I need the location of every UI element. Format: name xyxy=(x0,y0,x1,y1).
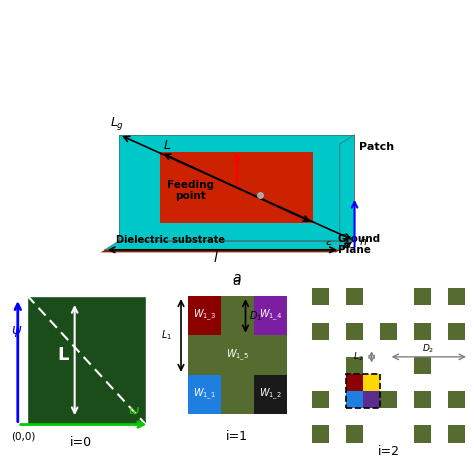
Bar xyxy=(188,296,221,336)
Polygon shape xyxy=(340,135,355,250)
Bar xyxy=(414,391,431,408)
Polygon shape xyxy=(100,250,340,252)
Text: $h$: $h$ xyxy=(359,235,367,247)
Bar xyxy=(346,374,380,408)
Bar xyxy=(380,322,397,340)
Polygon shape xyxy=(119,135,355,240)
Text: $W_{1\_4}$: $W_{1\_4}$ xyxy=(259,308,282,323)
Bar xyxy=(448,322,465,340)
Text: $W_{1\_2}$: $W_{1\_2}$ xyxy=(259,387,282,402)
Bar xyxy=(254,296,287,336)
Text: i=1: i=1 xyxy=(226,429,248,443)
Bar xyxy=(363,374,380,391)
Text: $l$: $l$ xyxy=(213,249,219,264)
Text: $W_{1\_3}$: $W_{1\_3}$ xyxy=(192,308,216,323)
Bar xyxy=(254,336,287,375)
Text: $W_{1\_1}$: $W_{1\_1}$ xyxy=(192,387,216,402)
Bar xyxy=(221,336,254,375)
Bar xyxy=(346,426,363,443)
Text: $D_1$: $D_1$ xyxy=(249,309,262,323)
Bar xyxy=(448,391,465,408)
Bar xyxy=(363,391,380,408)
Text: i=2: i=2 xyxy=(378,445,400,457)
Bar xyxy=(414,357,431,374)
Bar xyxy=(414,322,431,340)
Bar xyxy=(346,357,363,374)
Text: Ground
Plane: Ground Plane xyxy=(338,234,381,255)
Polygon shape xyxy=(105,240,355,250)
Text: $\psi$: $\psi$ xyxy=(11,324,22,339)
Text: Dielectric substrate: Dielectric substrate xyxy=(117,235,226,245)
Bar xyxy=(414,426,431,443)
Bar xyxy=(27,296,146,425)
Bar xyxy=(221,375,254,414)
Bar xyxy=(254,375,287,414)
Bar xyxy=(363,391,380,408)
Bar xyxy=(312,288,329,305)
Text: $\epsilon$: $\epsilon$ xyxy=(325,235,334,247)
Polygon shape xyxy=(336,144,340,252)
Text: i=0: i=0 xyxy=(70,437,91,449)
Polygon shape xyxy=(160,152,313,223)
Bar xyxy=(346,322,363,340)
Bar xyxy=(346,288,363,305)
Text: L: L xyxy=(57,346,68,364)
Text: $\omega$: $\omega$ xyxy=(128,404,140,417)
Text: Feeding
point: Feeding point xyxy=(167,180,214,201)
Bar xyxy=(346,391,363,408)
Bar xyxy=(221,296,254,336)
Bar xyxy=(380,391,397,408)
Bar xyxy=(346,374,363,391)
Text: $a$: $a$ xyxy=(232,271,242,285)
Text: Patch: Patch xyxy=(359,142,394,152)
Text: $L_g$: $L_g$ xyxy=(110,115,125,132)
Bar xyxy=(312,322,329,340)
Bar xyxy=(188,375,221,414)
Text: $L_1$: $L_1$ xyxy=(161,328,172,342)
Bar xyxy=(414,288,431,305)
Text: (0,0): (0,0) xyxy=(11,432,35,442)
Text: $L_2$: $L_2$ xyxy=(353,351,363,363)
Bar xyxy=(363,391,380,408)
Text: $D_2$: $D_2$ xyxy=(422,343,434,355)
Text: $L$: $L$ xyxy=(164,139,172,153)
Bar xyxy=(346,391,363,408)
Text: $W_{1\_5}$: $W_{1\_5}$ xyxy=(226,347,249,363)
Bar xyxy=(448,426,465,443)
Bar xyxy=(312,426,329,443)
Bar xyxy=(448,288,465,305)
Text: $a$: $a$ xyxy=(232,274,242,288)
Bar xyxy=(312,391,329,408)
Bar xyxy=(188,336,221,375)
